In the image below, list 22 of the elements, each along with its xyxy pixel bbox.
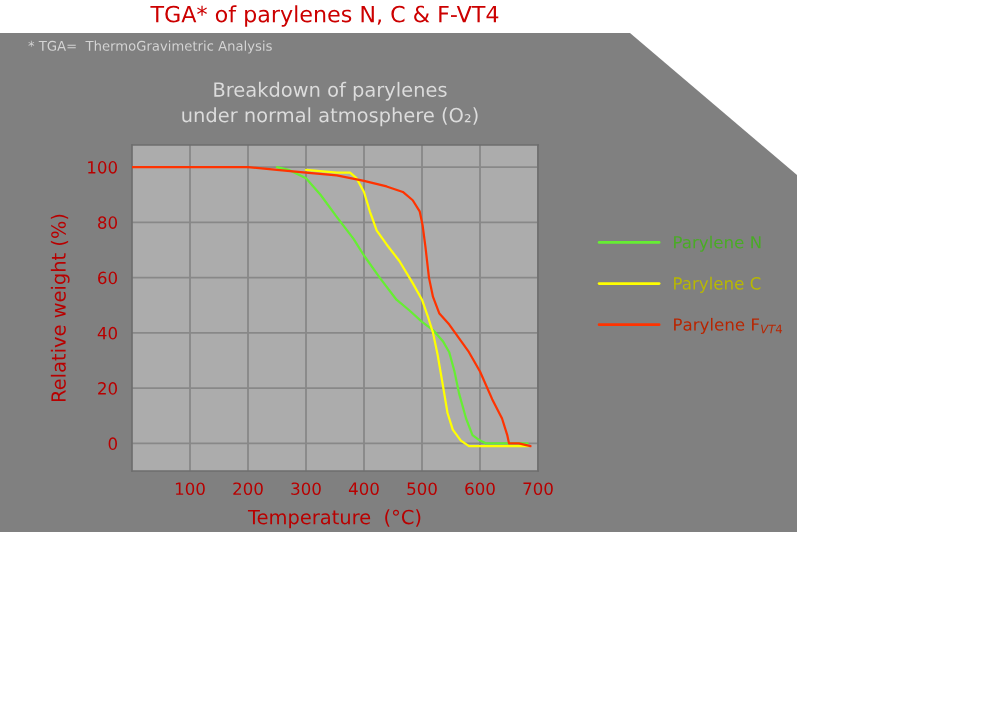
x-tick-label: 100 [175, 482, 205, 496]
chart-subtitle: Breakdown of parylenes under normal atmosphere (O₂) [182, 81, 478, 127]
y-axis-title: Relative weight (%) [50, 214, 70, 402]
y-tick-label: 20 [98, 382, 117, 395]
legend-label: Parylene C [674, 276, 761, 293]
legend-label: Parylene F$_{VT4}$ [674, 317, 783, 335]
x-tick-label: 600 [465, 482, 495, 496]
y-tick-label: 80 [98, 216, 117, 229]
y-tick-label: 100 [88, 161, 117, 174]
legend-label: Parylene N [674, 235, 761, 252]
x-tick-label: 500 [407, 482, 437, 496]
chart-title: TGA* of parylenes N, C & F-VT4 [150, 5, 499, 27]
x-tick-label: 400 [348, 482, 379, 496]
y-tick-label: 40 [97, 326, 117, 340]
y-tick-label: 0 [108, 437, 117, 450]
x-tick-label: 200 [233, 482, 263, 496]
x-axis-title: Temperature (°C) [247, 509, 421, 529]
y-tick-label: 60 [98, 271, 117, 285]
x-tick-label: 700 [523, 482, 553, 496]
line-series [132, 165, 532, 448]
text: * TGA= ThermoGravimetric Analysis [28, 40, 272, 54]
x-tick-label: 300 [291, 482, 321, 496]
